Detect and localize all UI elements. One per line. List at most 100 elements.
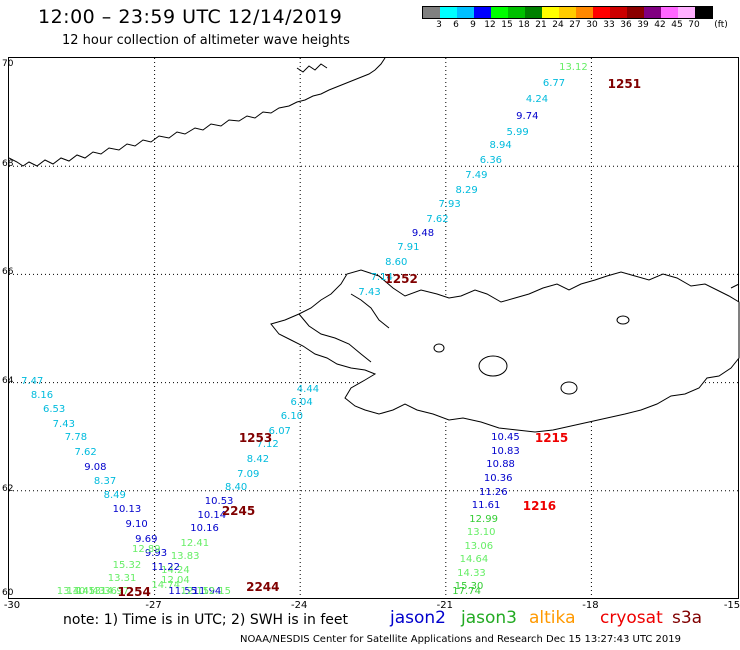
map-graphics [9,58,740,600]
wave-height-observation: 10.53 [204,496,234,508]
pass-time-label: 1215 [534,431,569,446]
legend-unit: (ft) [714,20,728,30]
legend-labels: 3 6 9 12 15 18 21 24 27 30 33 36 39 42 45 70 (ft) [422,19,728,33]
legend-swatch [559,7,576,18]
footer-credit: NOAA/NESDIS Center for Satellite Applica… [240,634,682,645]
wave-height-observation: 8.60 [385,257,408,269]
lake [560,381,578,395]
wave-height-observation: 9.69 [135,533,158,545]
wave-height-observation: 8.42 [246,454,270,466]
legend-label: 70 [688,20,700,30]
lake [478,355,508,377]
chart-title: 12:00 – 23:59 UTC 12/14/2019 [38,6,343,28]
pass-time-label: 2245 [221,504,256,519]
wave-height-observation: 12.41 [180,537,210,549]
longitude-label: -24 [291,600,308,611]
pass-time-label: 2244 [246,580,280,595]
legend-label: 39 [637,20,649,30]
legend-swatch [457,7,474,18]
pass-time-label: 1216 [522,499,557,514]
wave-height-observation: 7.78 [64,432,88,444]
legend-swatches [422,6,713,19]
wave-height-observation: 8.16 [30,390,54,402]
wave-height-observation: 13.83 [170,551,200,563]
wave-height-observation: 7.91 [397,241,420,253]
latitude-label: 62 [2,483,14,494]
wave-height-observation: 13.06 [464,540,494,552]
wave-height-observation: 14.24 [161,565,190,577]
pass-time-label: 1251 [607,77,642,92]
legend-label: 42 [654,20,666,30]
wave-height-observation: 14.43 [76,586,105,597]
legend-swatch [474,7,491,18]
legend-swatch [644,7,661,18]
legend-label: 27 [569,20,581,30]
legend-label: 21 [535,20,547,30]
lake [616,315,630,325]
wave-height-observation: 10.16 [190,523,219,535]
wave-height-observation: 14.97 [100,586,130,597]
wave-height-observation: 5.99 [506,126,529,138]
wave-height-observation: 14.74 [151,579,181,591]
legend-swatch [423,7,440,18]
wave-height-observation: 17.74 [452,586,481,597]
wave-height-observation: 11.26 [479,486,508,498]
pass-time-label: 1254 [117,585,151,599]
pass-time-label: 1253 [238,431,273,446]
legend-label: 12 [484,20,496,30]
legend-swatch [593,7,610,18]
legend-swatch [695,7,712,18]
wave-height-observation: 12.15 [180,586,210,597]
iceland-fjord [350,293,390,329]
longitude-label: -27 [145,600,162,611]
iceland-coastline [270,269,740,433]
wave-height-observation: 14.33 [457,567,486,579]
wave-height-observation: 10.14 [197,509,227,521]
wave-height-observation: 11.22 [151,562,181,574]
legend-swatch [627,7,644,18]
wave-height-observation: 7.93 [438,199,461,211]
wave-height-observation: 6.07 [268,425,291,437]
wave-height-observation: 6.36 [479,155,503,167]
legend-swatch [576,7,593,18]
wave-height-observation: 6.53 [42,404,66,416]
iceland-peninsula [298,313,372,363]
latitude-label: 70 [2,59,14,69]
pass-time-label: 1252 [384,271,418,286]
wave-height-observation: 14.64 [459,554,489,566]
legend-label: 18 [518,20,530,30]
greenland-fjord [296,63,328,73]
map-frame [8,57,740,600]
legend-swatch [610,7,627,18]
legend-label: 9 [470,20,476,30]
legend-label: 36 [620,20,632,30]
legend-label: 6 [453,20,459,30]
wave-height-observation: 10.88 [486,459,515,471]
latitude-label: 68 [2,159,14,170]
legend-label: 45 [671,20,683,30]
wave-height-observation: 12.15 [202,586,232,597]
legend-swatch [661,7,678,18]
wave-height-observation: 10.36 [483,472,513,484]
legend-label: 3 [436,20,442,30]
satellite-legend-item: altika [529,608,576,628]
wave-height-observation: 4.44 [296,383,320,395]
legend-swatch [525,7,542,18]
legend-swatch [491,7,508,18]
legend-label: 24 [552,20,564,30]
wave-height-observation: 11.61 [471,500,501,512]
wave-height-observation: 7.62 [426,214,449,226]
longitude-label: -18 [582,600,599,611]
wave-height-observation: 15.32 [112,559,142,571]
latitude-label: 66 [2,267,14,278]
legend-swatch [440,7,457,18]
wave-height-observation: 10.45 [491,432,520,444]
wave-height-observation: 13.36 [88,586,117,597]
longitude-label: -30 [3,600,21,611]
wave-height-observation: 9.48 [411,228,435,240]
greenland-coastline [9,58,386,167]
wave-height-observation: 4.24 [525,94,549,106]
wave-height-observation: 9.10 [125,518,148,530]
latitude-label: 64 [2,375,14,386]
legend-swatch [508,7,525,18]
